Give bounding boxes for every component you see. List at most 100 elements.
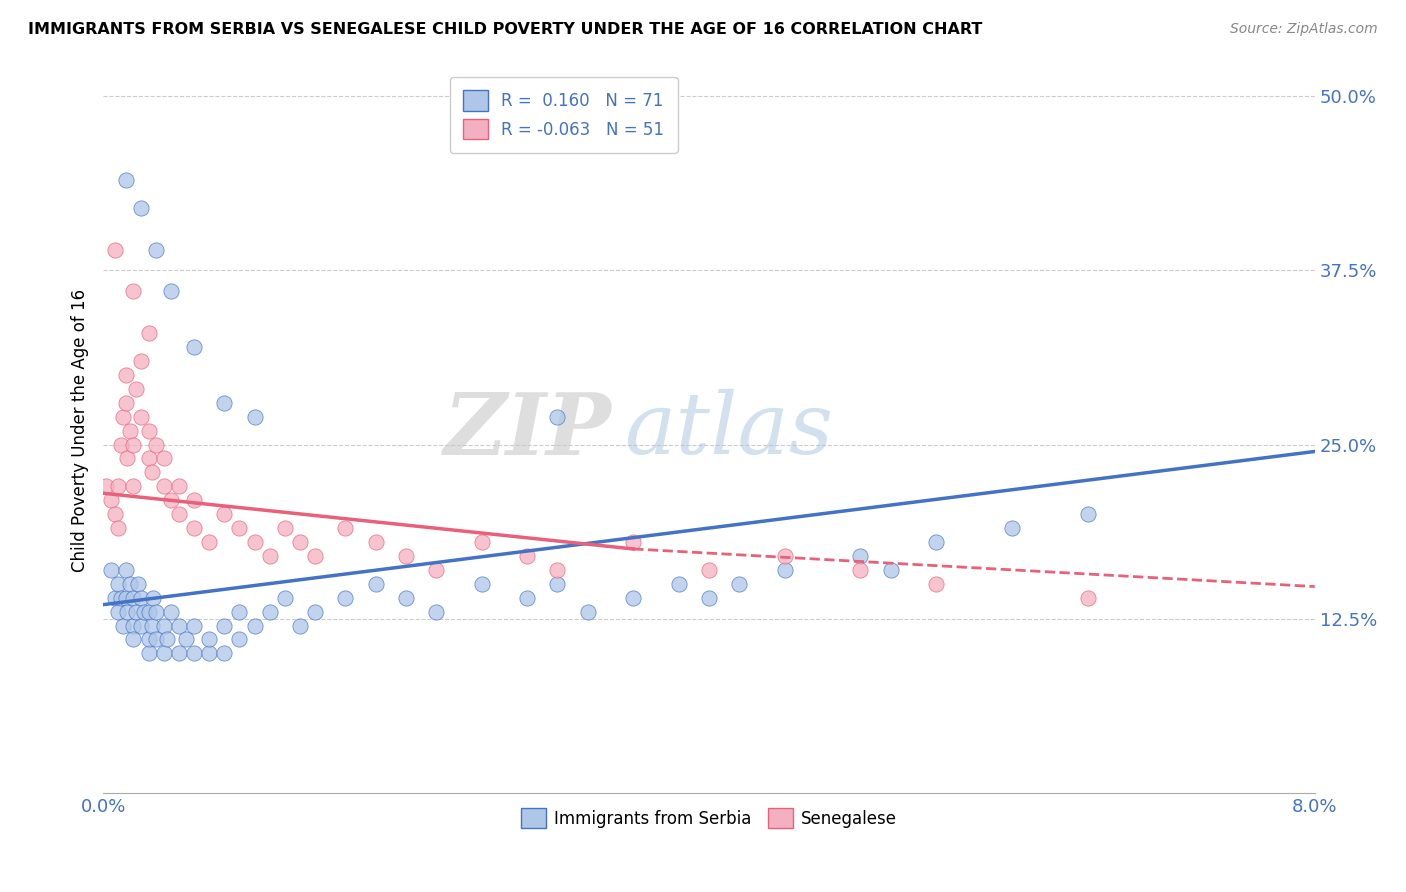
Point: [471, 576, 494, 591]
Legend: Immigrants from Serbia, Senegalese: Immigrants from Serbia, Senegalese: [515, 801, 904, 835]
Point: [145, 632, 167, 647]
Point: [198, 647, 221, 661]
Point: [243, 535, 266, 549]
Point: [115, 563, 138, 577]
Point: [425, 605, 447, 619]
Point: [111, 618, 134, 632]
Point: [773, 549, 796, 563]
Point: [1076, 507, 1098, 521]
Point: [773, 563, 796, 577]
Point: [120, 576, 142, 591]
Point: [132, 605, 155, 619]
Point: [125, 382, 148, 396]
Point: [122, 591, 145, 605]
Point: [274, 521, 297, 535]
Point: [288, 535, 311, 549]
Point: [117, 451, 139, 466]
Point: [546, 563, 568, 577]
Point: [849, 563, 872, 577]
Point: [138, 605, 160, 619]
Point: [122, 437, 145, 451]
Point: [129, 591, 152, 605]
Point: [214, 618, 236, 632]
Point: [160, 605, 183, 619]
Point: [1076, 591, 1098, 605]
Point: [228, 605, 250, 619]
Text: atlas: atlas: [624, 389, 834, 472]
Point: [304, 605, 326, 619]
Point: [145, 243, 167, 257]
Point: [104, 507, 127, 521]
Point: [395, 591, 418, 605]
Point: [214, 507, 236, 521]
Point: [288, 618, 311, 632]
Point: [259, 605, 281, 619]
Point: [145, 437, 167, 451]
Y-axis label: Child Poverty Under the Age of 16: Child Poverty Under the Age of 16: [72, 289, 89, 572]
Point: [142, 591, 165, 605]
Point: [141, 618, 163, 632]
Point: [96, 479, 118, 493]
Point: [335, 521, 357, 535]
Point: [110, 437, 132, 451]
Point: [138, 326, 160, 340]
Point: [115, 368, 138, 382]
Point: [145, 605, 167, 619]
Point: [167, 479, 190, 493]
Point: [125, 605, 148, 619]
Point: [138, 632, 160, 647]
Point: [111, 409, 134, 424]
Point: [138, 451, 160, 466]
Text: IMMIGRANTS FROM SERBIA VS SENEGALESE CHILD POVERTY UNDER THE AGE OF 16 CORRELATI: IMMIGRANTS FROM SERBIA VS SENEGALESE CHI…: [28, 22, 983, 37]
Point: [576, 605, 599, 619]
Point: [122, 479, 145, 493]
Point: [183, 521, 205, 535]
Point: [183, 618, 205, 632]
Point: [697, 591, 720, 605]
Point: [160, 493, 183, 508]
Point: [122, 632, 145, 647]
Point: [104, 243, 127, 257]
Point: [107, 521, 129, 535]
Point: [115, 591, 138, 605]
Point: [100, 563, 122, 577]
Text: Source: ZipAtlas.com: Source: ZipAtlas.com: [1230, 22, 1378, 37]
Point: [138, 647, 160, 661]
Text: ZIP: ZIP: [444, 389, 612, 473]
Point: [728, 576, 751, 591]
Point: [152, 647, 174, 661]
Point: [214, 395, 236, 409]
Point: [198, 632, 221, 647]
Point: [156, 632, 179, 647]
Point: [183, 647, 205, 661]
Point: [167, 647, 190, 661]
Point: [546, 576, 568, 591]
Point: [228, 632, 250, 647]
Point: [183, 340, 205, 354]
Point: [516, 591, 538, 605]
Point: [107, 605, 129, 619]
Point: [243, 618, 266, 632]
Point: [849, 549, 872, 563]
Point: [471, 535, 494, 549]
Point: [141, 466, 163, 480]
Point: [243, 409, 266, 424]
Point: [107, 576, 129, 591]
Point: [925, 576, 948, 591]
Point: [129, 409, 152, 424]
Point: [1001, 521, 1024, 535]
Point: [100, 493, 122, 508]
Point: [115, 173, 138, 187]
Point: [167, 507, 190, 521]
Point: [129, 354, 152, 368]
Point: [879, 563, 901, 577]
Point: [364, 576, 387, 591]
Point: [668, 576, 690, 591]
Point: [621, 591, 644, 605]
Point: [697, 563, 720, 577]
Point: [335, 591, 357, 605]
Point: [127, 576, 149, 591]
Point: [395, 549, 418, 563]
Point: [122, 285, 145, 299]
Point: [138, 424, 160, 438]
